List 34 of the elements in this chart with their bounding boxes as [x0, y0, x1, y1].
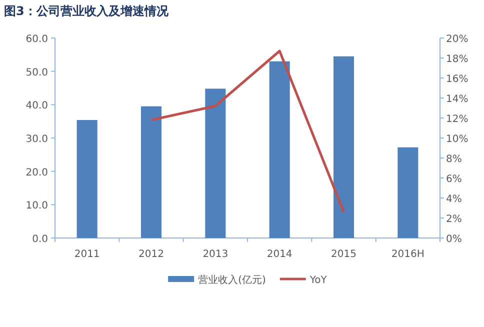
- y-tick-label: 0.0: [32, 234, 48, 245]
- legend-label: 营业收入(亿元): [198, 274, 266, 286]
- y2-tick-label: 0%: [446, 234, 462, 245]
- y2-tick-label: 18%: [446, 54, 468, 65]
- y2-tick-label: 12%: [446, 114, 468, 125]
- y2-tick-label: 6%: [446, 174, 462, 185]
- bar: [140, 106, 162, 238]
- x-tick-label: 2012: [138, 249, 164, 260]
- x-tick-label: 2016H: [391, 249, 424, 260]
- y-tick-label: 30.0: [26, 134, 48, 145]
- y2-tick-label: 20%: [446, 34, 468, 45]
- x-tick-label: 2015: [331, 249, 356, 260]
- y2-tick-label: 2%: [446, 214, 462, 225]
- y-tick-label: 40.0: [26, 100, 48, 112]
- y2-tick-label: 10%: [446, 134, 468, 145]
- bar: [398, 147, 418, 238]
- bar: [205, 88, 226, 238]
- chart-title: 图3：公司营业收入及增速情况: [4, 4, 170, 18]
- y-tick-label: 50.0: [26, 67, 48, 78]
- bar: [76, 120, 98, 238]
- line-series: [150, 50, 345, 214]
- y-tick-label: 60.0: [26, 34, 48, 45]
- y2-tick-label: 16%: [446, 74, 468, 85]
- x-tick-label: 2011: [74, 249, 100, 260]
- y2-tick-label: 14%: [446, 94, 468, 105]
- y-tick-label: 20.0: [26, 167, 48, 178]
- y2-tick-label: 4%: [446, 194, 462, 205]
- y2-tick-label: 8%: [446, 154, 462, 165]
- x-tick-label: 2014: [266, 249, 292, 260]
- legend-label: YoY: [308, 275, 328, 286]
- bar: [333, 56, 354, 238]
- x-tick-label: 2013: [202, 249, 228, 260]
- y-tick-label: 10.0: [26, 200, 48, 212]
- bar: [269, 61, 290, 238]
